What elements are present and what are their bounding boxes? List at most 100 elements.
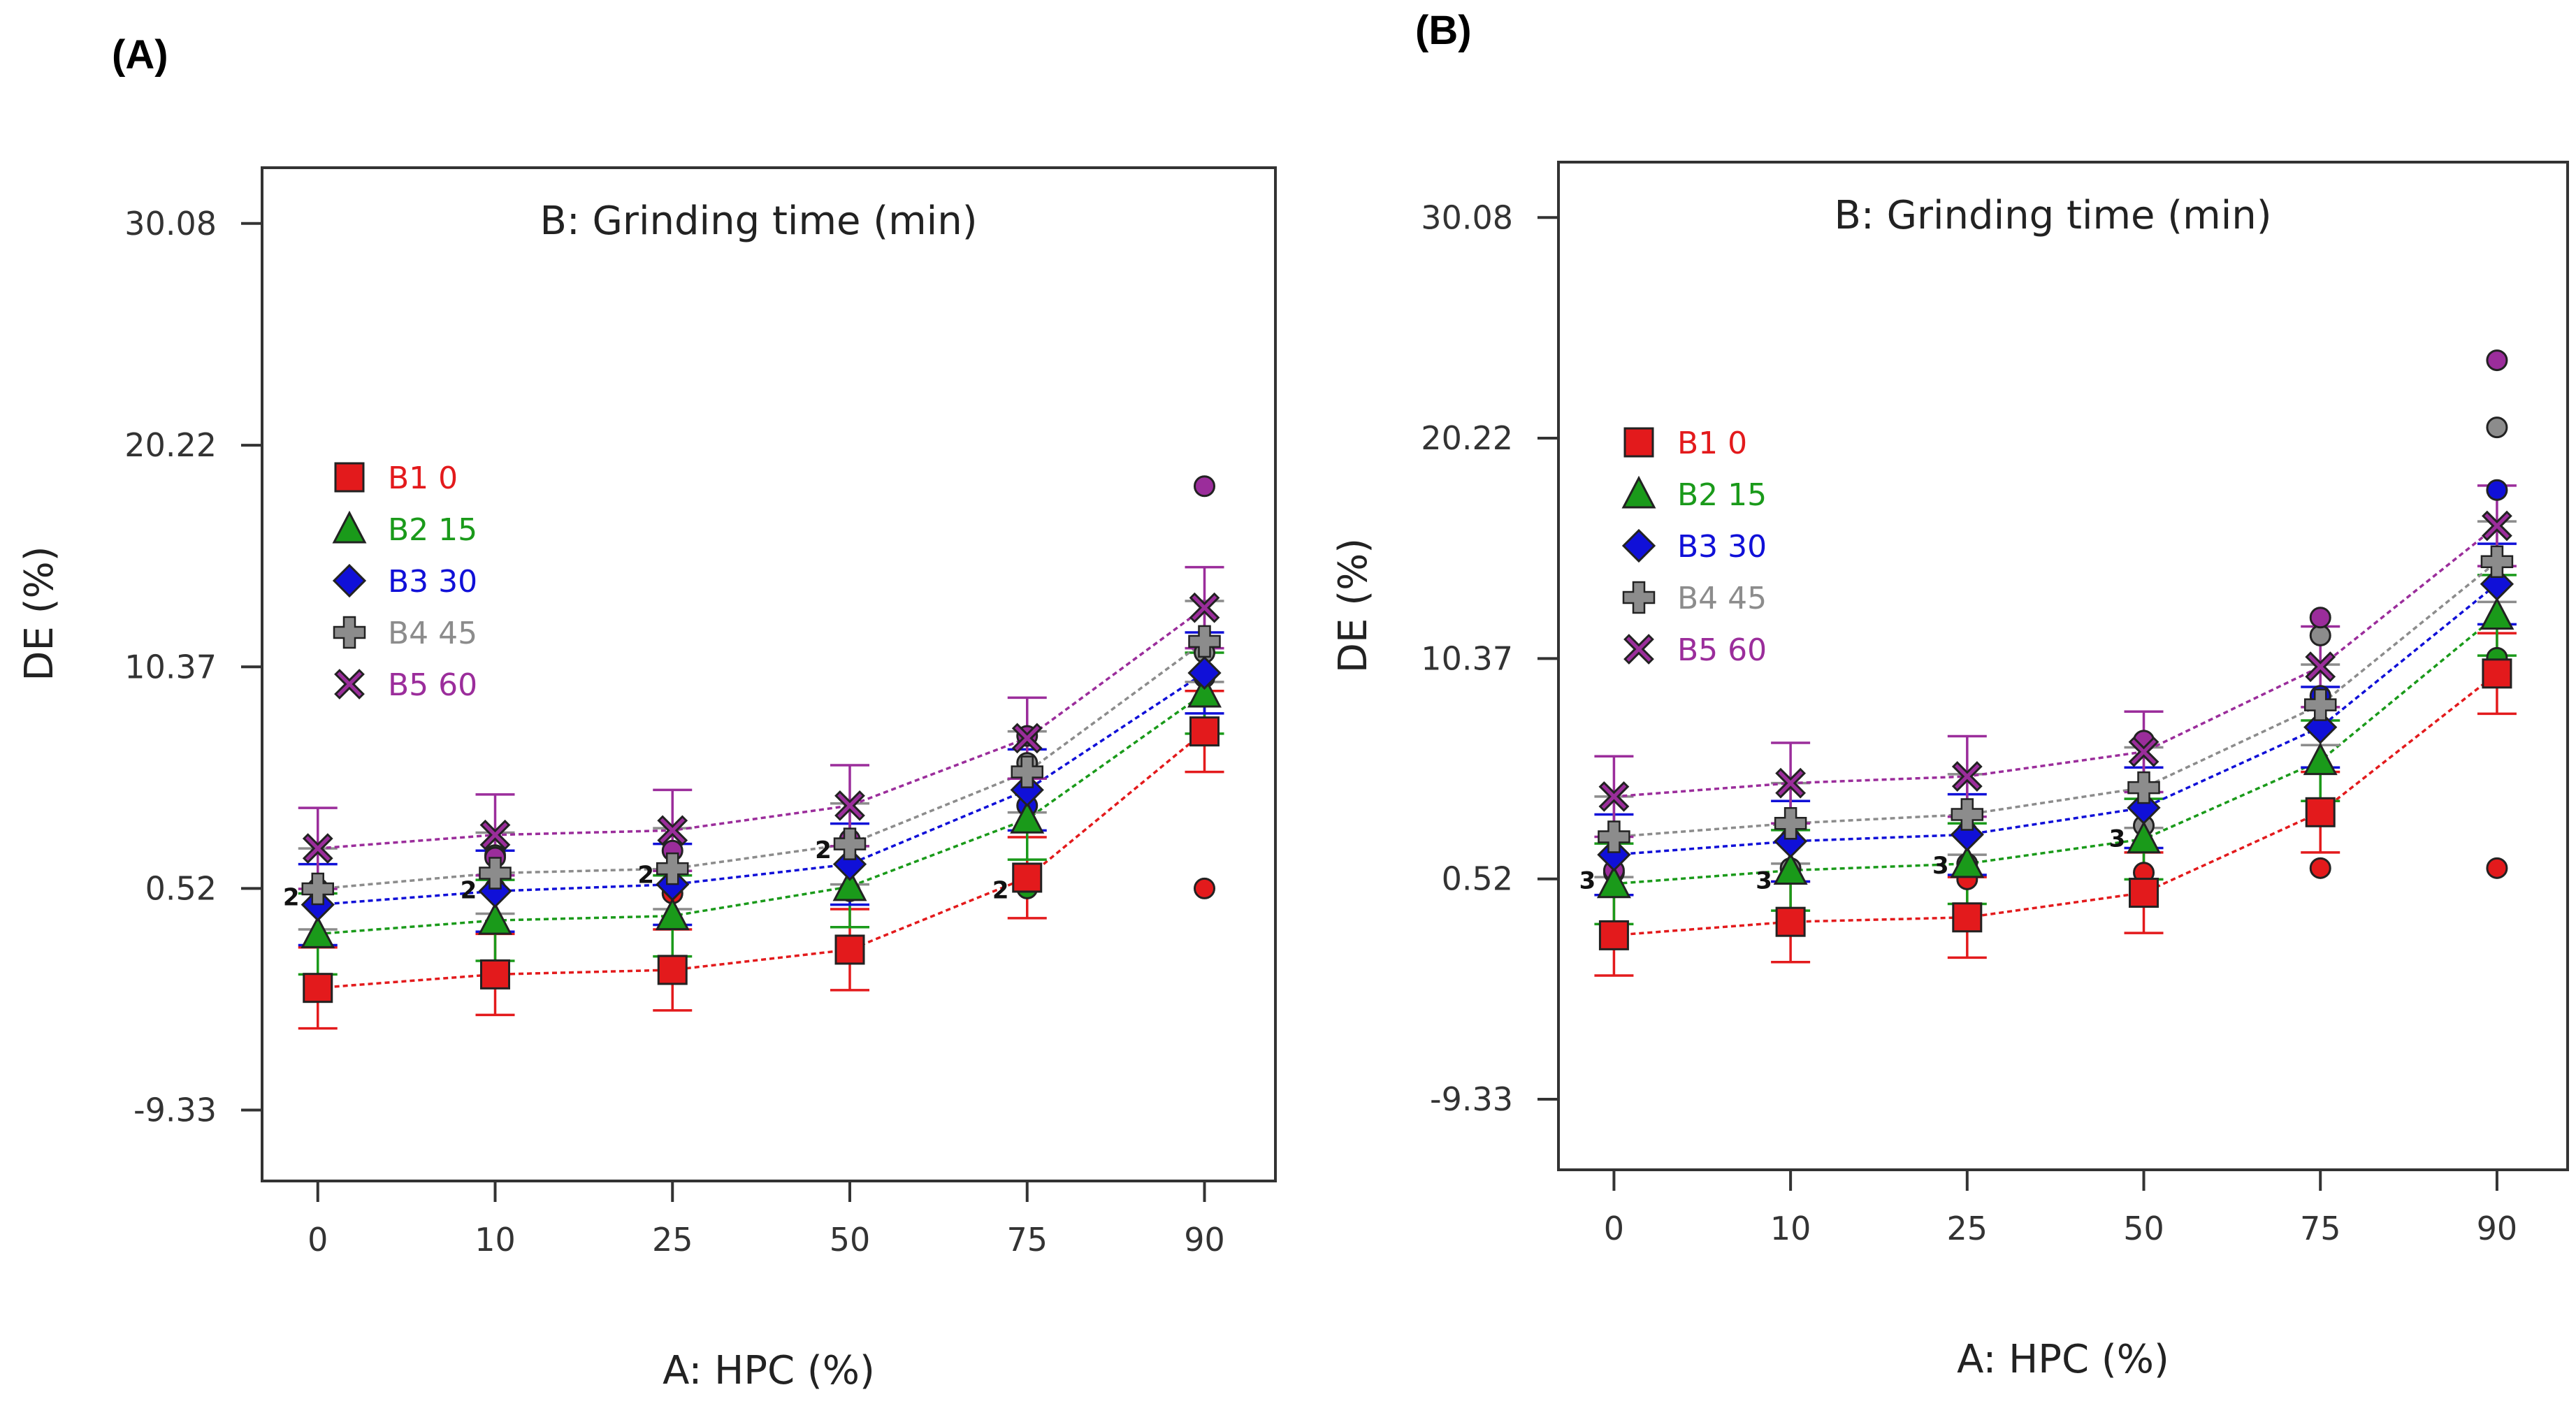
series-marker: [2305, 797, 2336, 827]
series-marker: [302, 833, 333, 864]
x-axis-label: A: HPC (%): [1957, 1337, 2169, 1382]
series-line: [1614, 525, 2498, 798]
x-mark-stroke-2: [2131, 739, 2157, 764]
panel-b: (B) B: Grinding time (min) 30.08 20.22 10.37…: [1331, 8, 2569, 1382]
legend-label: B3 30: [388, 564, 477, 600]
series-marker: [1012, 862, 1043, 893]
series-marker: [657, 955, 688, 985]
observed-point: [2309, 624, 2331, 646]
series-marker: [480, 959, 510, 990]
series-marker: [832, 847, 867, 881]
series-line: [317, 672, 1206, 906]
series-marker: [303, 973, 333, 1003]
observed-point: [2486, 349, 2508, 372]
point-count-label: 2: [815, 836, 832, 864]
x-mark-stroke-2: [1778, 770, 1803, 796]
point-count-label: 2: [637, 862, 654, 890]
point-count-label: 3: [2109, 825, 2126, 853]
series-marker: [834, 934, 865, 965]
series-marker: [2480, 567, 2515, 601]
series-line: [317, 692, 1206, 936]
x-mark-stroke-2: [1955, 764, 1980, 789]
y-tick-label: -9.33: [1430, 1080, 1513, 1118]
legend-label: B5 60: [388, 667, 477, 703]
series-marker: [1775, 767, 1807, 799]
x-mark-stroke-2: [2484, 513, 2510, 539]
observed-point: [2309, 857, 2331, 879]
series-marker: [1596, 865, 1631, 899]
x-tick-label: 90: [1184, 1221, 1225, 1259]
legend-label: B2 15: [1677, 477, 1767, 513]
y-tick-label: 30.08: [1421, 198, 1513, 236]
series-line: [1614, 583, 2498, 856]
series-line: [317, 607, 1206, 850]
legend-label: B5 60: [1677, 632, 1767, 668]
legend-marker: [1621, 475, 1656, 509]
series-marker: [1950, 845, 1985, 878]
series-marker: [1774, 807, 1807, 840]
observed-point: [1194, 877, 1215, 899]
series-marker: [2127, 820, 2161, 854]
x-tick-label: 0: [1604, 1210, 1624, 1247]
series-line: [1614, 614, 2498, 885]
legend-marker: [1623, 634, 1654, 665]
x-tick-label: 50: [2123, 1210, 2164, 1247]
series-marker: [1010, 801, 1045, 834]
series-marker: [2303, 688, 2337, 721]
series-marker: [1189, 716, 1220, 747]
legend-marker: [332, 563, 367, 598]
series-marker: [1187, 674, 1222, 708]
series-marker: [1597, 838, 1631, 872]
x-mark-stroke-2: [482, 822, 508, 848]
observed-point: [1194, 475, 1215, 498]
x-mark-stroke-2: [305, 836, 331, 861]
series-marker: [1773, 852, 1808, 885]
series-marker: [834, 790, 865, 821]
legend-marker: [1623, 427, 1654, 458]
series-marker: [1598, 781, 1630, 812]
series-marker: [832, 868, 867, 901]
series-marker: [655, 897, 690, 931]
y-tick-label: 10.37: [124, 648, 217, 686]
series-marker: [2128, 736, 2159, 767]
panel-a: (A) B: Grinding time (min) 30.08 20.22 10.37…: [17, 32, 1277, 1393]
series-marker: [2480, 545, 2514, 578]
x-mark-stroke-2: [2308, 654, 2333, 679]
x-mark-stroke-2: [1192, 595, 1217, 621]
chart-title: B: Grinding time (min): [1834, 193, 2271, 238]
series-marker: [833, 827, 867, 860]
x-tick-label: 10: [475, 1221, 516, 1259]
observed-point: [2309, 607, 2331, 629]
series-line: [1614, 672, 2498, 937]
y-tick-label: 10.37: [1421, 639, 1513, 677]
legend-label: B1 0: [1677, 426, 1747, 461]
point-count-label: 3: [1579, 867, 1596, 895]
panel-label: (A): [112, 32, 168, 78]
point-count-label: 2: [283, 884, 300, 912]
legend-marker: [333, 616, 366, 649]
series-marker: [2482, 510, 2512, 542]
series-marker: [301, 872, 334, 906]
observed-point: [2486, 479, 2508, 501]
y-tick-label: 20.22: [124, 426, 217, 464]
x-mark-stroke-2: [337, 672, 362, 697]
series-marker: [1010, 773, 1044, 807]
series-marker: [656, 852, 689, 885]
legend-label: B2 15: [388, 512, 477, 548]
plot-frame: [261, 166, 1277, 1182]
legend-label: B4 45: [388, 616, 477, 651]
y-tick-label: 0.52: [145, 869, 217, 907]
x-tick-label: 75: [1006, 1221, 1048, 1259]
y-tick-label: 20.22: [1421, 419, 1513, 457]
series-line: [317, 730, 1206, 990]
y-tick-label: 30.08: [124, 205, 217, 242]
legend-marker: [1621, 528, 1656, 563]
series-marker: [2303, 710, 2338, 744]
series-line: [1614, 560, 2498, 839]
series-marker: [657, 815, 688, 846]
plot-frame: [1557, 161, 2569, 1171]
x-tick-label: 25: [652, 1221, 693, 1259]
series-marker: [478, 874, 512, 908]
point-count-label: 3: [1756, 867, 1772, 895]
